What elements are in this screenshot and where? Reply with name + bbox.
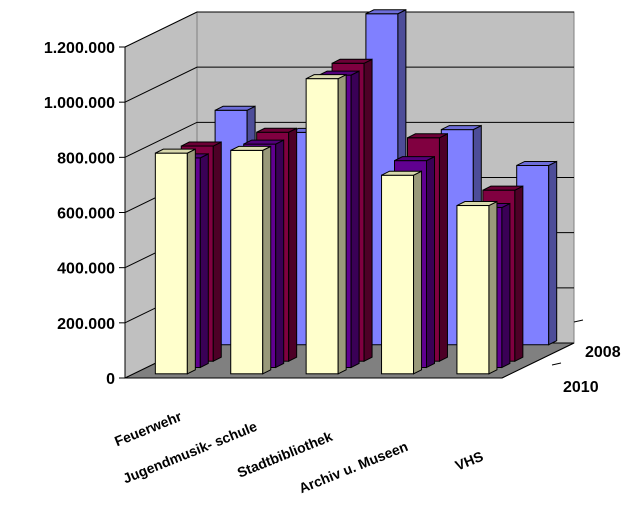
depth-label: 2010 xyxy=(563,379,599,396)
bar-top xyxy=(441,125,482,131)
y-tick-label: 400.000 xyxy=(57,261,115,278)
bar-side xyxy=(262,145,272,375)
bar-top xyxy=(230,145,271,151)
bar-side xyxy=(413,170,423,375)
axes xyxy=(119,46,584,379)
bar-side xyxy=(186,148,196,375)
bar-top xyxy=(331,58,373,64)
gridline xyxy=(124,11,574,48)
bar-top xyxy=(181,141,222,147)
bar-3-2 xyxy=(305,73,347,375)
bar-top xyxy=(243,139,284,145)
bar-top xyxy=(381,170,422,176)
y-tick-label: 1.000.000 xyxy=(44,95,115,112)
bar-front xyxy=(381,174,415,375)
bar-side xyxy=(350,70,360,369)
bar-side xyxy=(288,127,298,363)
bar-top xyxy=(407,133,448,139)
depth-label: 2008 xyxy=(585,344,621,361)
bar-front xyxy=(456,205,490,375)
bar-3-4 xyxy=(456,200,498,375)
bar-side xyxy=(212,141,222,363)
y-tick-label: 200.000 xyxy=(57,316,115,333)
bars xyxy=(154,8,558,375)
bar-side xyxy=(514,185,524,363)
category-label: Feuerwehr xyxy=(112,408,184,450)
gridline xyxy=(124,66,574,103)
depth-tick xyxy=(573,319,584,323)
bar-3-1 xyxy=(230,145,272,375)
bar-top xyxy=(482,185,524,191)
bar-side xyxy=(488,200,498,375)
bar-3-3 xyxy=(381,170,423,375)
bar-side xyxy=(275,139,285,369)
category-label: VHS xyxy=(453,448,486,474)
bar-top xyxy=(256,127,297,133)
bar-top xyxy=(214,105,256,111)
depth-axis-line xyxy=(501,342,575,379)
y-tick-label: 600.000 xyxy=(57,206,115,223)
bar-side xyxy=(426,155,435,369)
bar-3-0 xyxy=(154,148,196,375)
y-tick-label: 0 xyxy=(106,371,115,388)
bar-side xyxy=(337,73,347,375)
bar-front xyxy=(154,152,188,375)
bar-top xyxy=(456,201,498,207)
bar-top xyxy=(365,9,407,15)
bar-side xyxy=(501,202,511,369)
bar-side xyxy=(548,160,558,346)
bar-top xyxy=(155,148,196,154)
y-tick-label: 1.200.000 xyxy=(44,40,115,57)
depth-tick xyxy=(551,362,562,366)
bar-side xyxy=(199,153,209,369)
gridline xyxy=(124,121,574,158)
bar-top xyxy=(305,74,347,80)
bar-front xyxy=(305,78,339,375)
bar-top xyxy=(394,156,435,162)
bar-side xyxy=(438,132,448,363)
bar-top xyxy=(516,160,557,166)
y-tick-label: 800.000 xyxy=(57,150,115,167)
bar-front xyxy=(230,149,264,375)
bar-side xyxy=(363,58,373,363)
